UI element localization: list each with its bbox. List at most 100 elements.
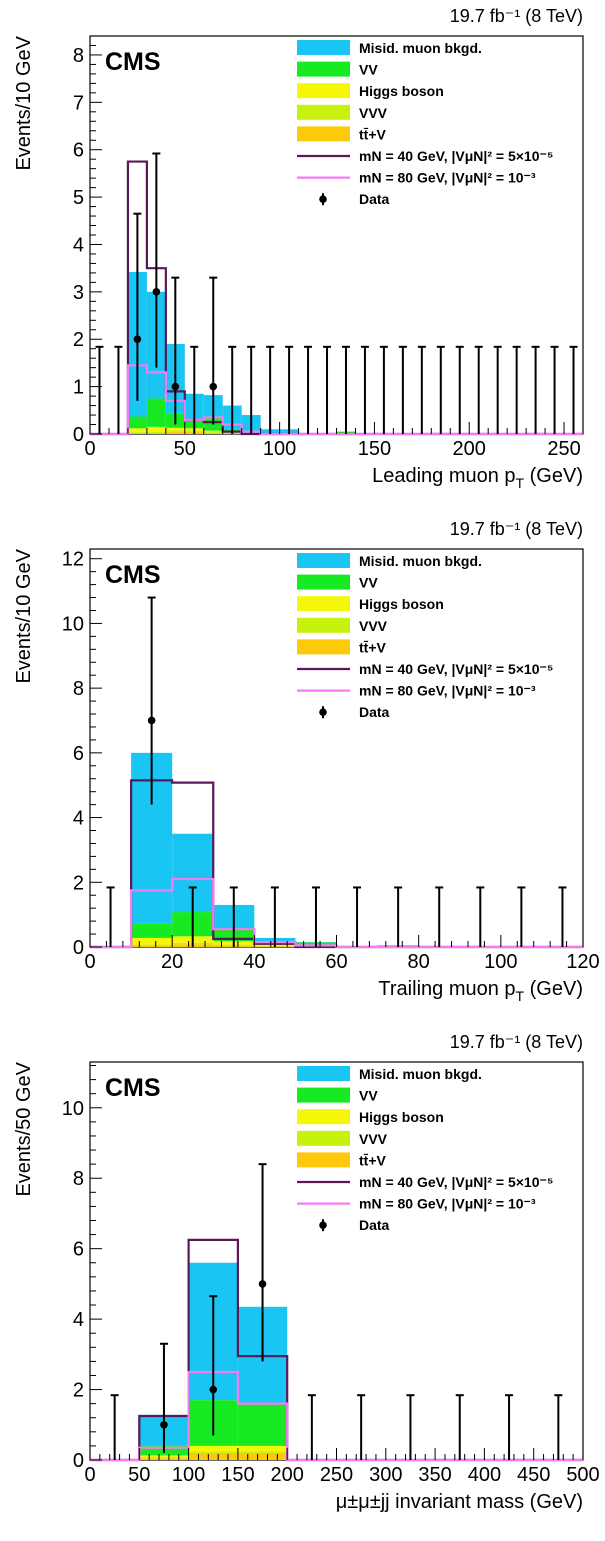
legend-label-vv: VV — [359, 62, 378, 78]
bar-higgs-bin-2 — [127, 428, 147, 433]
legend-label-vv: VV — [359, 575, 378, 591]
bar-ttv-bin-2 — [188, 1452, 238, 1460]
legend-label-sig80: mN = 80 GeV, |VμN|² = 10⁻³ — [359, 1196, 536, 1212]
y-tick-label-0: 0 — [73, 937, 84, 959]
y-tick-label-2: 2 — [73, 329, 84, 351]
legend-label-ttv: tt̄+V — [359, 1152, 387, 1168]
legend-swatch-vvv — [297, 104, 350, 120]
legend-swatch-higgs — [297, 1109, 350, 1125]
y-axis-title: Events/10 GeV — [13, 35, 35, 170]
chart-trailing-muon-pt: 0 20 40 60 80 100 120 0 2 4 6 8 10 12 CMS 19.7 fb⁻¹ (8 … — [0, 513, 605, 1026]
legend-label-higgs: Higgs boson — [359, 83, 444, 99]
bar-vvv-bin-4 — [165, 430, 185, 432]
chart-leading-muon-pt: 0 50 100 150 200 250 0 1 2 3 4 5 6 7 8 CMS 19.7 fb⁻¹ (8 … — [0, 0, 605, 513]
legend-label-vvv: VVV — [359, 618, 388, 634]
x-tick-label-40: 40 — [243, 951, 265, 973]
x-tick-label-100: 100 — [172, 1464, 205, 1486]
legend-label-misid: Misid. muon bkgd. — [359, 553, 482, 569]
data-point — [160, 1420, 168, 1429]
legend-label-ttv: tt̄+V — [359, 639, 387, 655]
y-tick-label-12: 12 — [62, 549, 84, 571]
x-tick-label-200: 200 — [453, 438, 486, 460]
legend-label-ttv: tt̄+V — [359, 126, 387, 142]
x-tick-label-150: 150 — [358, 438, 391, 460]
legend-label-higgs: Higgs boson — [359, 596, 444, 612]
bar-vvv-bin-3 — [146, 431, 166, 434]
legend-swatch-vvv — [297, 1130, 350, 1146]
legend-label-higgs: Higgs boson — [359, 1109, 444, 1125]
y-tick-label-0: 0 — [73, 1450, 84, 1472]
bar-ttv-bin-6 — [203, 433, 223, 434]
cms-label: CMS — [105, 1074, 161, 1102]
y-tick-label-7: 7 — [73, 92, 84, 114]
lumi-label: 19.7 fb⁻¹ (8 TeV) — [450, 6, 583, 26]
bar-higgs-bin-4 — [165, 427, 185, 431]
x-tick-label-100: 100 — [263, 438, 296, 460]
y-tick-label-6: 6 — [73, 140, 84, 162]
x-tick-label-0: 0 — [84, 951, 95, 973]
legend-label-misid: Misid. muon bkgd. — [359, 1066, 482, 1082]
x-tick-label-120: 120 — [566, 951, 599, 973]
legend-swatch-vvv — [297, 617, 350, 633]
signal-line-sig80 — [90, 1370, 583, 1462]
legend-swatch-misid — [297, 40, 350, 55]
y-tick-label-10: 10 — [62, 1098, 84, 1120]
y-axis-title: Events/50 GeV — [13, 1061, 35, 1196]
y-tick-label-2: 2 — [73, 872, 84, 894]
x-tick-label-150: 150 — [221, 1464, 254, 1486]
data-point — [171, 382, 180, 391]
x-tick-label-0: 0 — [84, 438, 95, 460]
bar-ttv-bin-3 — [146, 433, 166, 434]
x-tick-label-60: 60 — [325, 951, 347, 973]
legend-label-vvv: VVV — [359, 105, 388, 121]
legend-swatch-misid — [297, 1066, 350, 1081]
bar-vvv-bin-2 — [188, 1451, 238, 1453]
x-axis-title: μ±μ±jj invariant mass (GeV) — [336, 1491, 583, 1513]
legend-label-misid: Misid. muon bkgd. — [359, 40, 482, 56]
x-tick-label-350: 350 — [418, 1464, 451, 1486]
bar-vv-bin-1 — [131, 923, 173, 938]
bar-vv-bin-2 — [127, 416, 147, 429]
legend-label-sig80: mN = 80 GeV, |VμN|² = 10⁻³ — [359, 170, 536, 186]
chart-dimuon-jj-mass: 0 50 100 150 200 250 300 350 400 450 500 0 2 4 6 8 10 CMS… — [0, 1026, 605, 1539]
bar-higgs-bin-3 — [237, 1445, 288, 1452]
y-tick-label-8: 8 — [73, 678, 84, 700]
bar-higgs-bin-1 — [139, 1455, 189, 1458]
legend-label-vvv: VVV — [359, 1131, 388, 1147]
bar-vv-bin-3 — [237, 1403, 288, 1446]
legend-swatch-higgs — [297, 596, 350, 612]
legend-swatch-ttv — [297, 126, 350, 142]
legend-swatch-vv — [297, 1087, 350, 1103]
chart-svg-2: 0 50 100 150 200 250 300 350 400 450 500 0 2 4 6 8 10 CMS… — [13, 1032, 600, 1513]
y-tick-label-4: 4 — [73, 234, 84, 256]
x-tick-label-50: 50 — [174, 438, 196, 460]
data-point — [133, 335, 142, 344]
y-tick-label-8: 8 — [73, 1168, 84, 1190]
x-tick-label-200: 200 — [271, 1464, 304, 1486]
bar-ttv-bin-1 — [131, 945, 173, 947]
data-point — [209, 382, 218, 391]
x-axis-title: Leading muon pT (GeV) — [372, 465, 583, 491]
x-tick-label-0: 0 — [84, 1464, 95, 1486]
x-tick-label-250: 250 — [320, 1464, 353, 1486]
y-tick-label-0: 0 — [73, 424, 84, 446]
x-tick-label-250: 250 — [547, 438, 580, 460]
cms-label: CMS — [105, 561, 161, 589]
x-tick-label-100: 100 — [484, 951, 517, 973]
y-tick-label-1: 1 — [73, 377, 84, 399]
legend-swatch-misid — [297, 553, 350, 568]
x-tick-label-500: 500 — [566, 1464, 599, 1486]
legend-label-sig40: mN = 40 GeV, |VμN|² = 5×10⁻⁵ — [359, 1174, 553, 1190]
x-tick-label-300: 300 — [369, 1464, 402, 1486]
legend-label-data: Data — [359, 704, 390, 720]
x-tick-label-20: 20 — [161, 951, 183, 973]
bar-vvv-bin-2 — [127, 432, 147, 434]
chart-svg-0: 0 50 100 150 200 250 0 1 2 3 4 5 6 7 8 CMS 19.7 fb⁻¹ (8 … — [13, 6, 584, 491]
bar-higgs-bin-3 — [146, 426, 166, 432]
y-tick-label-8: 8 — [73, 45, 84, 67]
signal-line-sig80 — [90, 877, 583, 949]
bar-higgs-bin-1 — [131, 937, 173, 945]
y-tick-label-6: 6 — [73, 743, 84, 765]
legend-swatch-ttv — [297, 639, 350, 655]
